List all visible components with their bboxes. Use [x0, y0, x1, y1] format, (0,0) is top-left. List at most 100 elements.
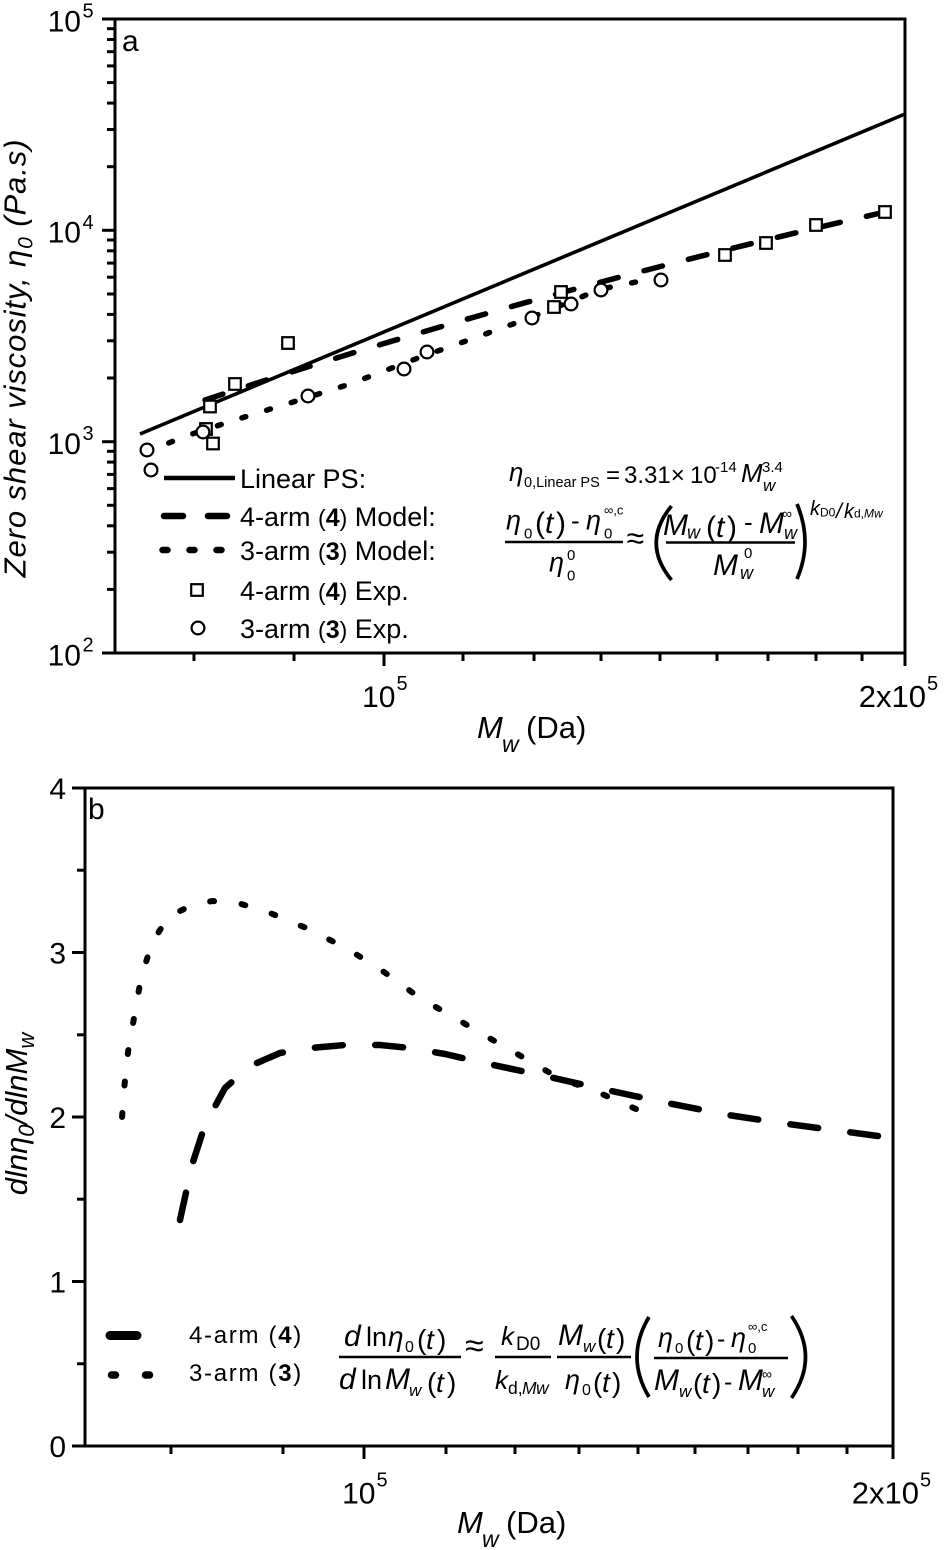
svg-text:t: t — [436, 1367, 445, 1398]
svg-text:w: w — [409, 1381, 423, 1400]
svg-text:η: η — [549, 548, 564, 578]
svg-text:k: k — [810, 498, 821, 520]
svg-text:w: w — [763, 476, 777, 495]
svg-text:=: = — [606, 462, 620, 489]
svg-text:w: w — [762, 1382, 776, 1401]
svg-text:0: 0 — [567, 547, 575, 564]
svg-text:t: t — [606, 1323, 615, 1354]
svg-text:w: w — [740, 563, 754, 583]
svg-text:(: ( — [693, 1368, 703, 1399]
svg-text:5: 5 — [377, 1470, 388, 1492]
svg-text:): ) — [712, 1368, 721, 1399]
svg-text:M: M — [663, 509, 688, 542]
svg-text:t: t — [695, 1325, 704, 1356]
svg-text:5: 5 — [397, 673, 408, 695]
svg-text:): ) — [727, 511, 737, 544]
svg-text:(: ( — [427, 1367, 437, 1398]
svg-text:0: 0 — [744, 545, 752, 562]
svg-text:η: η — [388, 1321, 404, 1352]
svg-text:w: w — [679, 1382, 693, 1401]
svg-text:4-arm (4): 4-arm (4) — [189, 1322, 303, 1349]
svg-text:0: 0 — [49, 1431, 66, 1464]
svg-text:): ) — [447, 1367, 456, 1398]
svg-text:t: t — [716, 511, 726, 544]
svg-text:-: - — [724, 1368, 732, 1396]
svg-text:(: ( — [417, 1324, 427, 1355]
svg-text:w: w — [583, 1337, 597, 1356]
svg-text:Linear PS:: Linear PS: — [240, 464, 366, 494]
svg-text:M: M — [558, 1319, 583, 1352]
svg-text:4: 4 — [83, 212, 94, 234]
svg-text:d,: d, — [854, 507, 864, 521]
svg-text:w: w — [687, 523, 701, 543]
svg-text:η: η — [586, 506, 601, 536]
svg-text:): ) — [616, 1323, 625, 1354]
svg-text:3.4: 3.4 — [762, 459, 783, 476]
svg-text:-: - — [744, 507, 753, 537]
svg-text:10: 10 — [48, 639, 81, 672]
svg-text:∞: ∞ — [782, 506, 792, 522]
svg-text:t: t — [702, 1368, 711, 1399]
svg-text:M: M — [654, 1364, 679, 1397]
svg-text:/: / — [834, 500, 844, 523]
svg-text:5: 5 — [927, 673, 938, 695]
svg-text:k: k — [501, 1321, 516, 1351]
svg-text:0: 0 — [405, 1339, 414, 1356]
svg-text:D0: D0 — [820, 506, 836, 520]
svg-text:(: ( — [686, 1325, 696, 1356]
svg-text:1: 1 — [49, 1267, 66, 1300]
svg-text:D0: D0 — [516, 1334, 540, 1355]
svg-text:M: M — [477, 710, 503, 745]
svg-text:∞,c: ∞,c — [748, 1319, 768, 1334]
svg-text:10: 10 — [690, 462, 717, 489]
svg-text:0,Linear PS: 0,Linear PS — [524, 475, 600, 491]
svg-text:): ) — [705, 1325, 714, 1356]
svg-text:3: 3 — [49, 938, 66, 971]
svg-text:M: M — [385, 1363, 410, 1396]
svg-text:d: d — [339, 1363, 357, 1396]
svg-text:d: d — [344, 1320, 362, 1353]
svg-text:t: t — [426, 1324, 435, 1355]
svg-text:10: 10 — [362, 681, 395, 714]
svg-text:10: 10 — [342, 1478, 375, 1511]
svg-text:(: ( — [535, 507, 545, 540]
svg-text:η: η — [506, 506, 521, 536]
svg-text:Zero shear viscosity, η0 (Pa.s: Zero shear viscosity, η0 (Pa.s) — [0, 139, 38, 579]
svg-text:t: t — [545, 507, 555, 540]
svg-text:t: t — [602, 1367, 611, 1398]
svg-text:10: 10 — [48, 5, 81, 38]
svg-text:dlnη0/dlnMw: dlnη0/dlnMw — [0, 1031, 39, 1196]
svg-text:k: k — [495, 1365, 510, 1395]
svg-text:w: w — [536, 1378, 550, 1398]
svg-text:4: 4 — [49, 773, 66, 806]
svg-text:b: b — [88, 793, 105, 826]
svg-text:M: M — [713, 549, 738, 582]
svg-text:0: 0 — [582, 1382, 591, 1399]
svg-text:M: M — [759, 507, 784, 540]
svg-text:0: 0 — [524, 526, 532, 543]
svg-text:5: 5 — [920, 1470, 931, 1492]
svg-text:M: M — [738, 1364, 763, 1397]
svg-text:3: 3 — [83, 423, 94, 445]
svg-text:3-arm (3) Exp.: 3-arm (3) Exp. — [240, 614, 409, 644]
svg-text:): ) — [437, 1324, 446, 1355]
svg-text:∞,c: ∞,c — [604, 503, 624, 518]
svg-text:η: η — [565, 1365, 580, 1395]
svg-text:3-arm (3) Model:: 3-arm (3) Model: — [240, 536, 436, 566]
svg-text:≈: ≈ — [627, 520, 645, 556]
svg-text:10: 10 — [48, 217, 81, 250]
svg-text:-14: -14 — [715, 459, 737, 476]
svg-text:): ) — [556, 507, 566, 540]
svg-text:∞: ∞ — [762, 1366, 772, 1382]
svg-text:(: ( — [597, 1323, 607, 1354]
svg-text:(: ( — [593, 1367, 603, 1398]
svg-text:2: 2 — [83, 635, 94, 657]
svg-text:3.31×: 3.31× — [624, 462, 685, 489]
svg-text:2x10: 2x10 — [859, 679, 926, 714]
svg-text:0: 0 — [604, 526, 612, 543]
svg-text:w: w — [784, 523, 798, 543]
svg-text:5: 5 — [83, 1, 94, 23]
svg-text:η: η — [658, 1323, 673, 1353]
svg-text:η: η — [509, 457, 523, 487]
svg-text:w: w — [502, 731, 520, 757]
